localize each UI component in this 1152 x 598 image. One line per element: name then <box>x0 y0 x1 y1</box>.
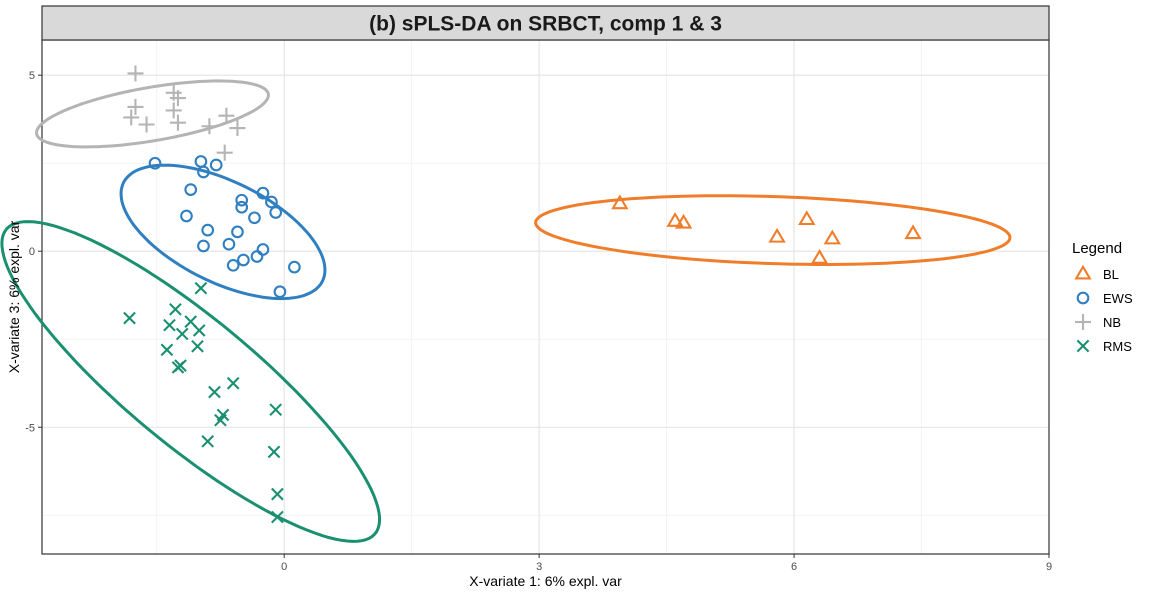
ellipse-rms <box>0 220 381 543</box>
point-ews <box>237 253 250 267</box>
point-ews <box>235 200 249 214</box>
legend: Legend BL EWS NB RMS <box>1072 240 1133 354</box>
point-nb <box>127 65 144 82</box>
legend-label-rms: RMS <box>1103 339 1132 354</box>
title-strip <box>41 5 1050 41</box>
point-ews <box>184 183 198 196</box>
point-rms <box>226 376 240 390</box>
point-bl <box>768 227 786 243</box>
legend-label-nb: NB <box>1103 315 1121 330</box>
x-tick-label: 0 <box>281 561 287 573</box>
point-rms <box>216 408 230 422</box>
legend-key-ews <box>1076 291 1090 305</box>
point-ews <box>250 250 264 263</box>
point-nb <box>123 109 140 126</box>
point-ews <box>265 195 278 209</box>
point-bl <box>823 229 841 245</box>
point-rms <box>123 311 136 325</box>
point-ews <box>201 223 215 237</box>
point-rms <box>267 445 281 459</box>
confidence-ellipses <box>0 79 1012 543</box>
legend-key-nb <box>1075 314 1091 330</box>
point-rms <box>271 510 284 524</box>
point-rms <box>201 435 215 448</box>
y-axis-title: X-variate 3: 6% expl. var <box>6 220 22 373</box>
point-bl <box>666 212 684 227</box>
point-ews <box>194 155 208 168</box>
point-bl <box>798 210 816 226</box>
point-nb <box>218 107 235 124</box>
point-nb <box>229 120 246 137</box>
point-nb <box>138 116 155 133</box>
point-ews <box>273 285 287 299</box>
point-ews <box>256 243 270 256</box>
point-ews <box>235 193 249 207</box>
legend-label-bl: BL <box>1103 267 1119 282</box>
y-tick-label: 5 <box>29 70 35 82</box>
point-ews <box>222 237 236 251</box>
point-ews <box>256 186 270 200</box>
grid-lines <box>42 40 1050 554</box>
legend-key-bl <box>1074 264 1092 280</box>
point-ews <box>269 206 283 219</box>
panel-border <box>41 39 1050 555</box>
point-ews <box>197 239 210 253</box>
point-nb <box>127 98 144 115</box>
point-bl <box>904 224 922 240</box>
axis-ticks: 0 3 6 9 -5 0 5 <box>25 70 1052 573</box>
x-tick-label: 6 <box>791 561 797 573</box>
legend-key-rms <box>1076 339 1090 353</box>
x-axis-title: X-variate 1: 6% expl. var <box>469 573 622 589</box>
point-ews <box>231 225 244 239</box>
legend-label-ews: EWS <box>1103 291 1133 306</box>
point-ews <box>180 209 193 223</box>
point-rms <box>163 318 176 332</box>
point-ews <box>148 156 162 170</box>
point-ews <box>209 158 223 172</box>
point-nb <box>216 144 233 161</box>
point-bl <box>674 213 693 229</box>
point-bl <box>611 194 629 210</box>
point-rms <box>175 327 189 341</box>
data-points <box>123 65 922 524</box>
point-ews <box>288 260 301 274</box>
ellipse-ews <box>119 163 327 301</box>
y-tick-label: -5 <box>25 422 35 434</box>
point-rms <box>194 281 208 295</box>
point-rms <box>191 339 204 353</box>
point-ews <box>248 211 261 225</box>
ellipse-nb <box>34 79 270 149</box>
point-nb <box>169 90 186 107</box>
x-tick-label: 3 <box>536 561 542 573</box>
point-rms <box>160 343 174 357</box>
ellipse-bl <box>534 194 1012 266</box>
point-rms <box>269 403 283 416</box>
point-ews <box>226 258 240 272</box>
point-rms <box>271 487 284 501</box>
point-rms <box>192 324 206 337</box>
point-nb <box>169 114 186 131</box>
chart-title: (b) sPLS-DA on SRBCT, comp 1 & 3 <box>369 13 722 36</box>
x-tick-label: 9 <box>1046 561 1052 573</box>
point-rms <box>208 385 221 399</box>
y-tick-label: 0 <box>29 246 35 258</box>
point-nb <box>165 102 182 119</box>
point-nb <box>201 118 218 135</box>
point-ews <box>197 165 210 179</box>
point-rms <box>169 302 182 316</box>
legend-title: Legend <box>1072 240 1122 257</box>
point-rms <box>171 361 185 374</box>
point-bl <box>810 248 829 264</box>
